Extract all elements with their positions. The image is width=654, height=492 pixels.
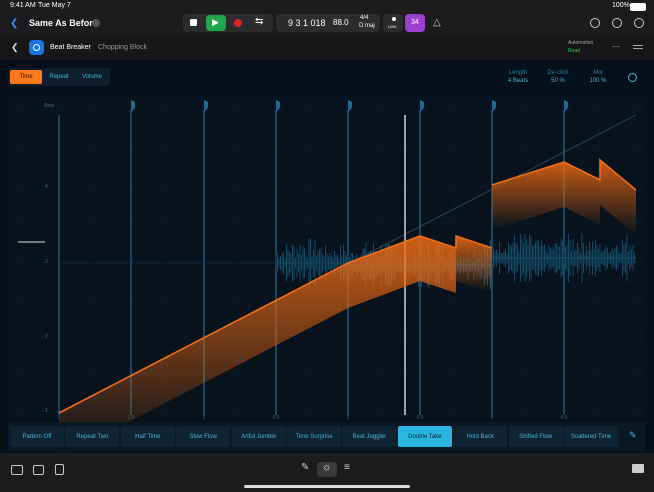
plugin-header (0, 37, 654, 59)
automation-label: Automation (568, 40, 594, 46)
y-label: 4 (45, 184, 48, 190)
transport (183, 14, 273, 32)
param-label: Mix (593, 70, 603, 76)
status-time: 9:41 AM (10, 2, 36, 9)
param-label: Length (508, 70, 528, 76)
slice-flag (420, 100, 424, 112)
power-icon (33, 44, 40, 51)
tab[interactable]: Repeat (49, 74, 69, 80)
stop-button[interactable] (190, 19, 197, 26)
edit-pattern[interactable]: ✎ (629, 430, 637, 440)
param-value[interactable]: 50 % (551, 78, 565, 84)
eq-button[interactable]: ≡ (344, 462, 350, 473)
battery-icon (630, 3, 646, 11)
y-label: 2 (45, 334, 48, 340)
count-button[interactable] (405, 14, 425, 32)
plugin-back[interactable]: ❮ (11, 42, 19, 52)
x-label: 3 (347, 415, 350, 421)
drag-handle[interactable] (633, 45, 643, 46)
plugin-name: Beat Breaker (50, 44, 91, 51)
slice-flag (276, 100, 280, 112)
param-value[interactable]: 4 Beats (507, 78, 529, 84)
history-button[interactable] (590, 18, 600, 28)
preset-button[interactable]: Scattered Time (564, 426, 618, 447)
project-title[interactable]: Same As Before (29, 18, 98, 28)
preset-button[interactable]: Half Time (120, 426, 175, 447)
signature: 4/4 (360, 15, 369, 21)
play-icon: ▶ (212, 17, 219, 27)
param-value[interactable]: 100 % (589, 78, 607, 84)
link-label: LINK (388, 24, 397, 29)
preset-button[interactable]: Repeat Two (65, 426, 120, 447)
key: D maj (359, 23, 375, 29)
plugin-preset[interactable]: Chopping Block (98, 44, 148, 51)
battery-text: 100% (612, 2, 630, 9)
curve-fill (492, 162, 600, 230)
x-label: 3.5 (417, 415, 424, 421)
tab[interactable]: Volume (81, 74, 102, 80)
plugin-view-icon: ☼ (322, 462, 332, 473)
preset-button[interactable]: Beat Juggler (342, 426, 397, 447)
back-button[interactable]: ❮ (10, 18, 19, 29)
project-menu[interactable] (92, 19, 100, 27)
x-label: 2.5 (273, 415, 280, 421)
plugin-view-button[interactable] (317, 462, 337, 477)
home-indicator (244, 485, 410, 488)
x-label: 2 (203, 415, 206, 421)
count-label: 34 (411, 19, 419, 26)
record-button[interactable] (234, 19, 242, 27)
lcd (276, 14, 380, 32)
browser-button[interactable] (11, 465, 23, 475)
x-label: 4 (491, 415, 494, 421)
axis-label: Beat (44, 103, 55, 109)
play-button[interactable] (206, 15, 226, 31)
keyboard-button[interactable] (632, 464, 644, 473)
link-dot (392, 17, 396, 21)
preset-button[interactable]: Slow Flow (176, 426, 231, 447)
automation-mode[interactable]: Read (568, 48, 580, 54)
tuner-button[interactable]: △ (433, 17, 441, 28)
slice-flag (204, 100, 208, 112)
tab[interactable]: Time (10, 70, 42, 84)
preset-button[interactable]: Double Take (397, 426, 452, 447)
x-label: 4.5 (561, 415, 568, 421)
slice-flag (348, 100, 352, 112)
curve-fill (59, 236, 456, 458)
status-date: Tue May 7 (38, 2, 71, 9)
preset-button[interactable]: Artful Jumble (231, 426, 286, 447)
param-label: De-click (547, 70, 569, 76)
slice-flag (564, 100, 568, 112)
slice-flag (492, 100, 496, 112)
cycle-button[interactable]: ⇆ (255, 16, 264, 27)
y-label: 1 (45, 408, 48, 414)
curve-fill (456, 236, 492, 293)
position: 9 3 1 018 (288, 18, 326, 28)
more-button[interactable]: ⋯ (612, 42, 620, 51)
pencil-tool[interactable]: ✎ (301, 462, 310, 473)
slice-flag (131, 100, 135, 112)
preset-button[interactable]: Shifted Flow (508, 426, 563, 447)
curve-fill (600, 160, 636, 235)
preset-button[interactable]: Hold Back (453, 426, 508, 447)
mixer-button[interactable] (33, 465, 44, 475)
y-label: 3 (45, 259, 48, 265)
preset-button[interactable]: Pattern Off (10, 426, 64, 447)
settings-button[interactable] (634, 18, 644, 28)
preset-button[interactable]: Time Surprise (287, 426, 341, 447)
help-button[interactable] (612, 18, 622, 28)
time-curve (58, 158, 637, 414)
link-button[interactable] (383, 14, 403, 32)
options-button[interactable] (628, 73, 637, 82)
inspector-button[interactable] (55, 464, 64, 475)
tempo: 88.0 (333, 18, 349, 27)
